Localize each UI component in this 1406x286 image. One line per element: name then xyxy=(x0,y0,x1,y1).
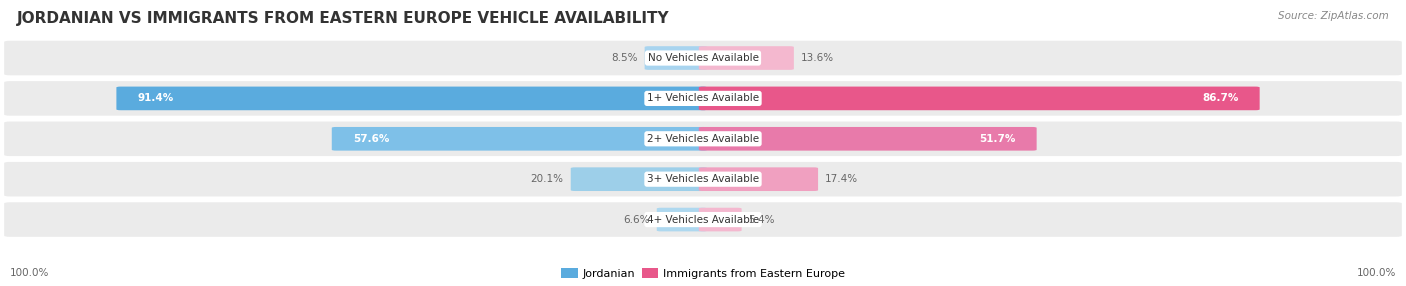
FancyBboxPatch shape xyxy=(332,127,707,151)
Text: 86.7%: 86.7% xyxy=(1202,94,1239,104)
FancyBboxPatch shape xyxy=(657,208,707,231)
FancyBboxPatch shape xyxy=(4,162,1402,196)
Text: 100.0%: 100.0% xyxy=(1357,268,1396,278)
Text: 3+ Vehicles Available: 3+ Vehicles Available xyxy=(647,174,759,184)
FancyBboxPatch shape xyxy=(699,46,794,70)
Text: JORDANIAN VS IMMIGRANTS FROM EASTERN EUROPE VEHICLE AVAILABILITY: JORDANIAN VS IMMIGRANTS FROM EASTERN EUR… xyxy=(17,11,669,26)
Text: 13.6%: 13.6% xyxy=(801,53,834,63)
FancyBboxPatch shape xyxy=(699,208,741,231)
Text: 4+ Vehicles Available: 4+ Vehicles Available xyxy=(647,214,759,225)
FancyBboxPatch shape xyxy=(4,81,1402,116)
Text: 20.1%: 20.1% xyxy=(530,174,564,184)
Legend: Jordanian, Immigrants from Eastern Europe: Jordanian, Immigrants from Eastern Europ… xyxy=(557,264,849,283)
FancyBboxPatch shape xyxy=(117,87,707,110)
Text: 8.5%: 8.5% xyxy=(612,53,638,63)
Text: 5.4%: 5.4% xyxy=(748,214,775,225)
FancyBboxPatch shape xyxy=(4,202,1402,237)
Text: 100.0%: 100.0% xyxy=(10,268,49,278)
FancyBboxPatch shape xyxy=(699,127,1036,151)
FancyBboxPatch shape xyxy=(699,87,1260,110)
FancyBboxPatch shape xyxy=(4,41,1402,75)
FancyBboxPatch shape xyxy=(4,122,1402,156)
Text: Source: ZipAtlas.com: Source: ZipAtlas.com xyxy=(1278,11,1389,21)
Text: 1+ Vehicles Available: 1+ Vehicles Available xyxy=(647,94,759,104)
FancyBboxPatch shape xyxy=(571,167,707,191)
FancyBboxPatch shape xyxy=(699,167,818,191)
Text: 57.6%: 57.6% xyxy=(353,134,389,144)
Text: 6.6%: 6.6% xyxy=(623,214,650,225)
Text: 17.4%: 17.4% xyxy=(825,174,858,184)
FancyBboxPatch shape xyxy=(644,46,707,70)
Text: 91.4%: 91.4% xyxy=(138,94,174,104)
Text: 2+ Vehicles Available: 2+ Vehicles Available xyxy=(647,134,759,144)
Text: 51.7%: 51.7% xyxy=(979,134,1015,144)
Text: No Vehicles Available: No Vehicles Available xyxy=(648,53,758,63)
